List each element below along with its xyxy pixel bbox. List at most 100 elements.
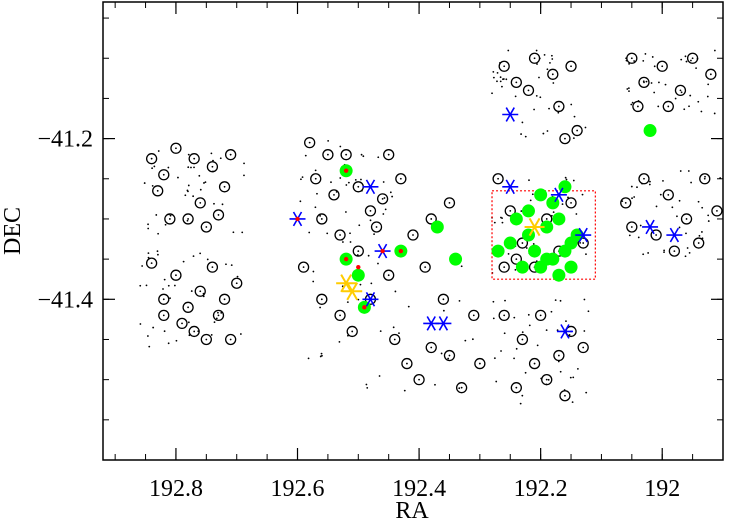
background-dot [583,330,586,332]
background-dot [394,290,397,293]
circle-center [478,362,481,365]
circle-center [162,173,165,176]
circle-center [630,57,633,60]
background-dot [157,253,159,256]
x-tick-label: 192 [644,476,680,502]
background-dot [626,88,629,90]
circle-center [448,354,451,357]
background-dot [521,121,524,124]
circle-point [528,357,541,370]
circle-ring [547,68,559,80]
circle-ring [674,84,687,97]
y-axis-label: DEC [0,207,26,255]
green-point [564,260,578,274]
circle-center [472,314,475,317]
circle-ring [389,333,401,346]
circle-point [468,309,480,322]
circle-point [498,261,510,273]
circle-center [199,201,202,204]
background-dot [187,321,190,324]
background-dot [572,179,575,182]
circle-center [539,314,542,317]
background-dot [685,60,688,63]
background-dot [546,68,549,71]
background-dot [377,262,379,265]
circle-ring [383,149,395,161]
background-dot [628,62,630,65]
background-dot [236,275,239,278]
blue-star-point [362,291,379,307]
circle-point [170,142,182,154]
background-dot [524,371,527,374]
background-dot [572,137,575,140]
background-dot [659,193,662,196]
background-dot [565,320,567,323]
circle-point [553,349,565,362]
circle-point [662,189,674,201]
circle-ring [188,153,200,165]
background-dot [492,300,495,303]
circle-ring [383,269,395,281]
circle-ring [443,349,456,362]
background-dot [391,195,394,198]
circle-center [503,266,506,269]
background-dot [581,193,584,196]
circle-center [205,226,208,228]
circle-ring [425,213,437,225]
circle-point [364,205,377,217]
circle-center [691,57,694,60]
background-dot [690,181,693,184]
star-stroke [560,324,570,339]
background-dot [225,263,227,266]
circle-ring [364,205,377,217]
circle-point [455,382,468,394]
background-dot [175,339,178,342]
circle-point [389,333,401,346]
circle-ring [626,52,638,64]
background-dot [345,211,347,213]
circle-ring [413,373,425,386]
background-dot [307,357,310,360]
background-dot [700,110,703,113]
circle-point [680,213,693,225]
circle-point [674,84,687,97]
background-dot [383,197,386,199]
circle-point [425,213,437,225]
circle-ring [425,341,437,354]
circle-point [626,221,638,233]
background-dot [503,332,506,335]
circle-point [419,261,431,273]
background-dot [499,80,502,83]
circle-center [399,177,402,180]
circle-ring [522,84,535,97]
background-dot [633,60,636,62]
background-dot [327,139,330,142]
background-dot [440,352,443,355]
background-dot [550,310,553,313]
background-dot [167,342,170,345]
background-dot [554,299,557,302]
background-dot [707,83,710,86]
circle-point [504,205,516,217]
circle-center [521,338,524,341]
blue-star-point [642,219,659,235]
background-dot [645,80,648,83]
background-dot [539,96,542,99]
background-dot [521,331,524,334]
circle-center [570,201,572,204]
background-dot [552,82,555,84]
background-dot [513,316,516,319]
background-dot [319,306,321,309]
circle-point [212,209,225,221]
background-dot [573,115,576,118]
circle-center [637,105,639,108]
circle-point [164,213,176,225]
background-dot [561,203,564,206]
circle-point [510,253,522,265]
background-dot [686,247,689,249]
background-dot [502,78,504,81]
circle-ring [577,341,589,354]
background-dot [342,241,344,243]
circle-center [217,214,220,216]
circle-ring [541,373,553,386]
